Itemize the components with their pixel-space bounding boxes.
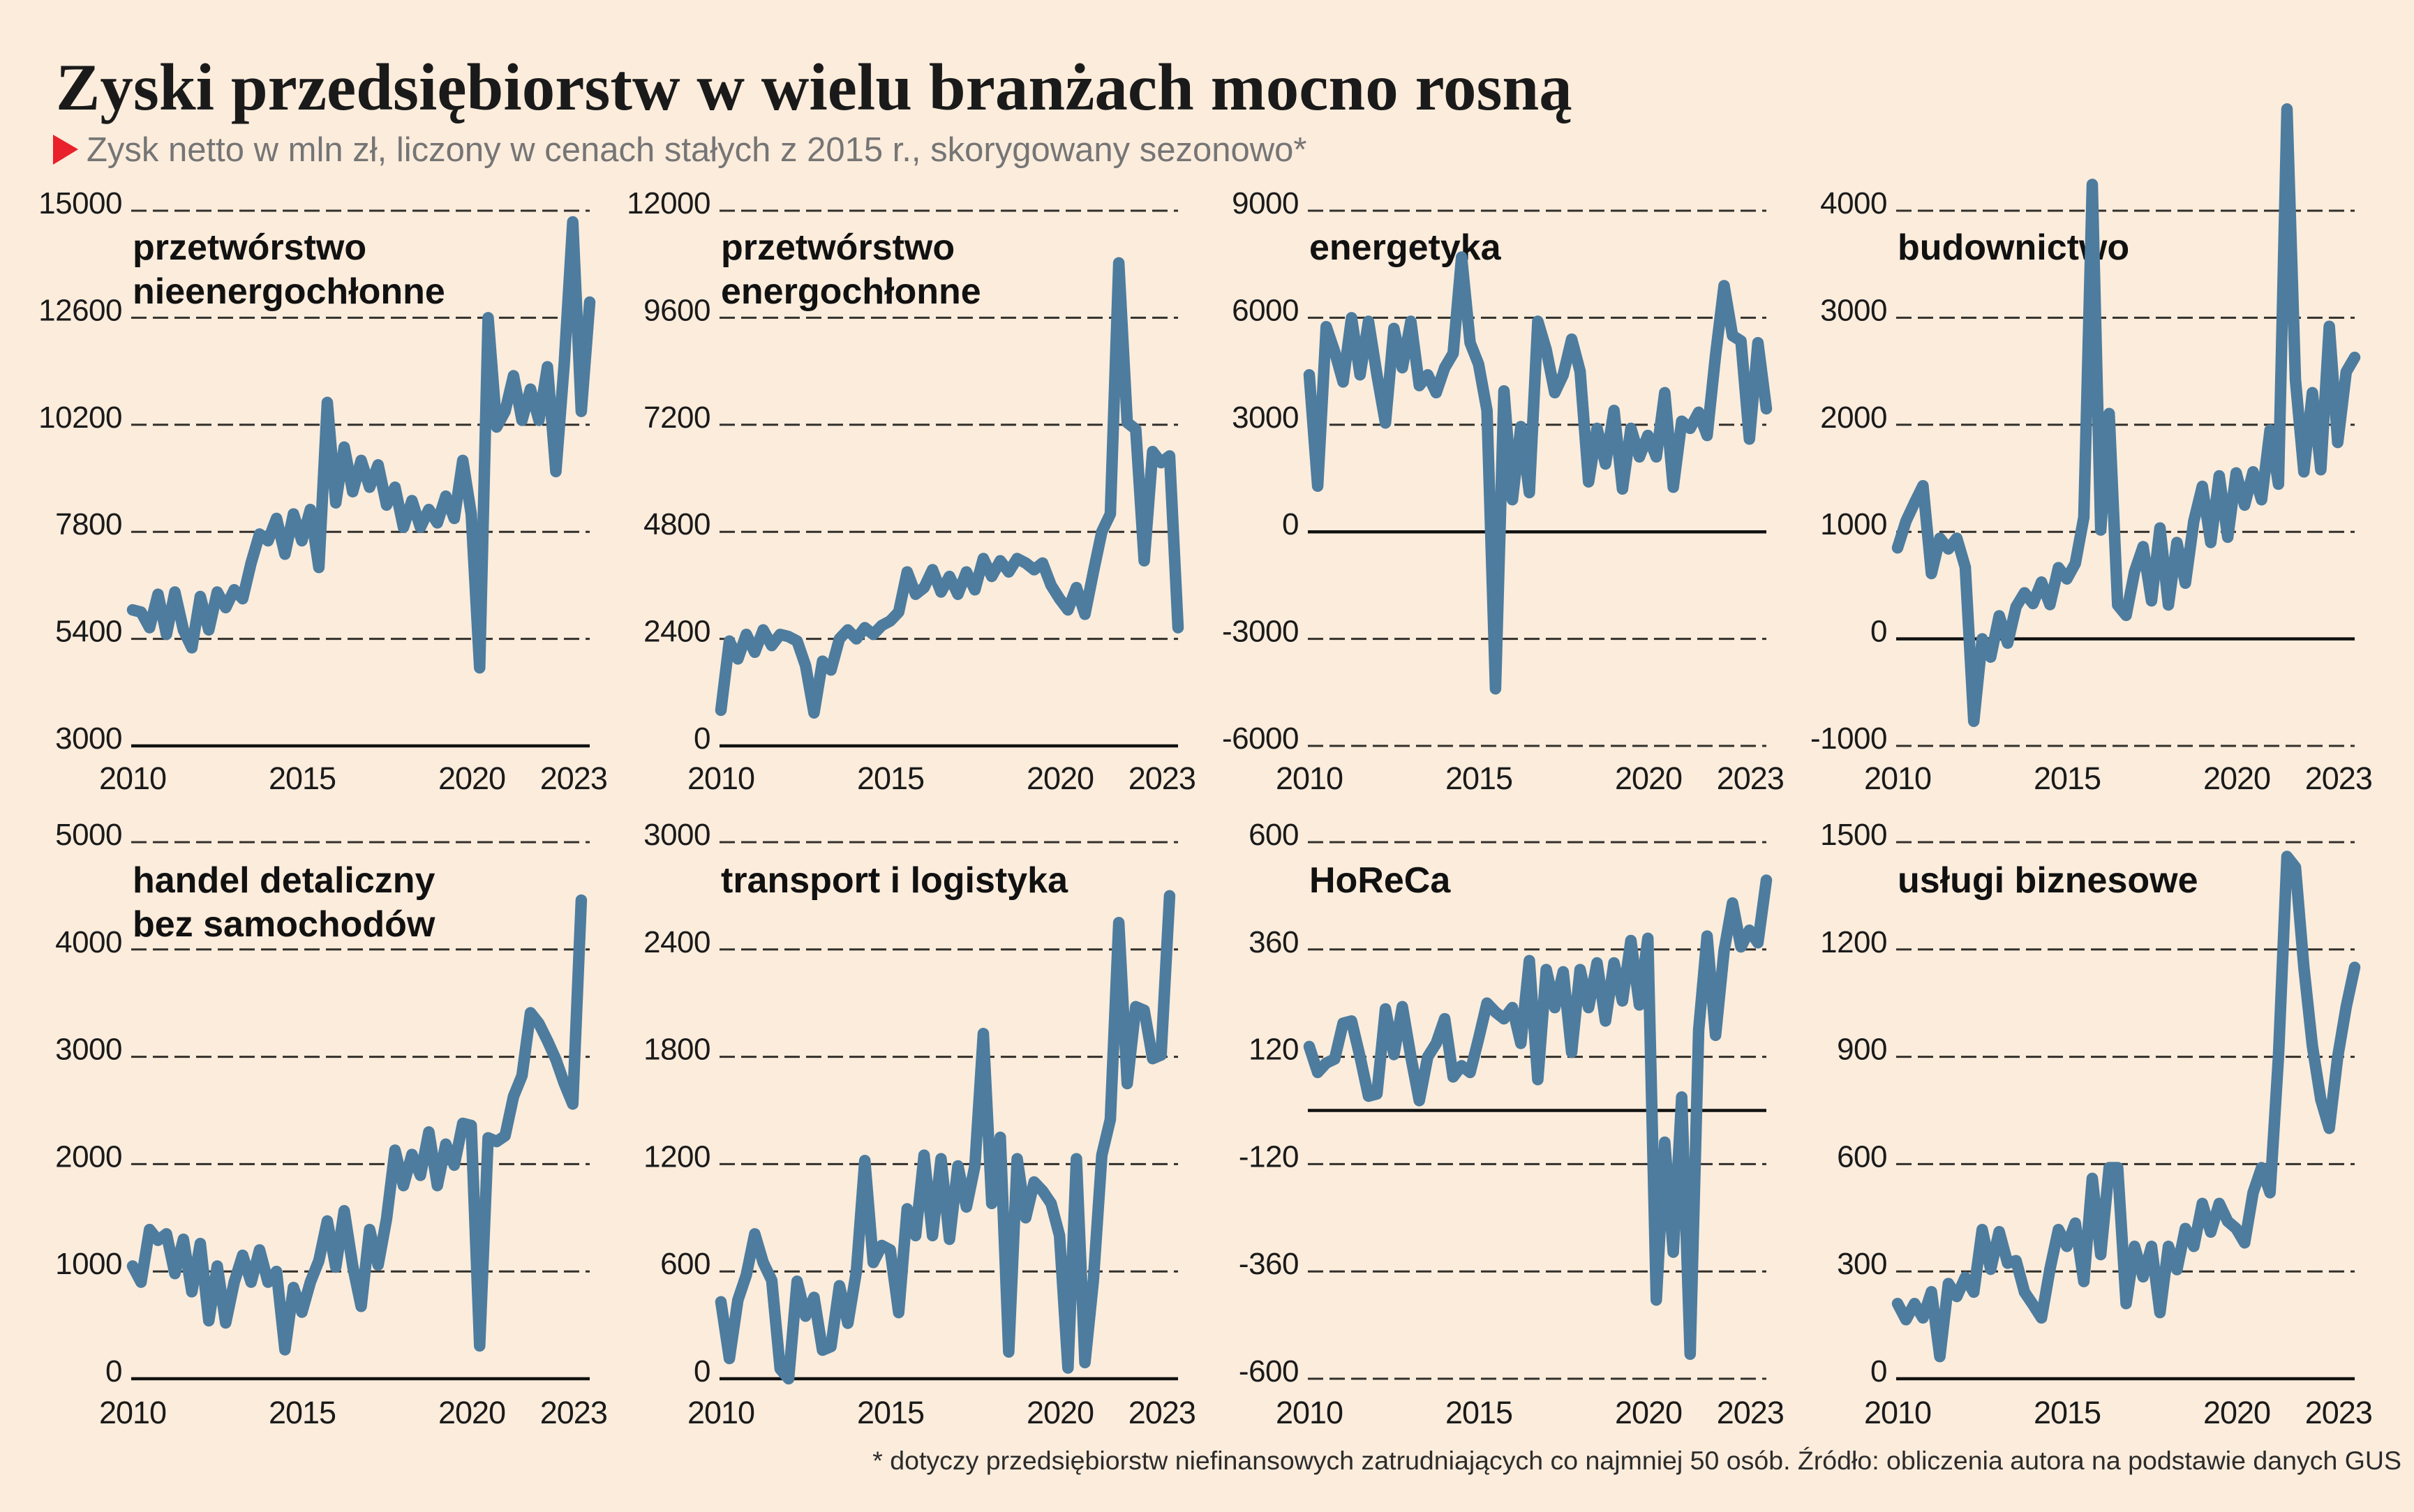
- svg-text:2020: 2020: [1615, 761, 1682, 796]
- svg-text:1000: 1000: [1820, 507, 1887, 541]
- svg-text:2020: 2020: [438, 1395, 505, 1430]
- svg-text:15000: 15000: [38, 186, 122, 220]
- svg-text:-3000: -3000: [1222, 615, 1299, 649]
- svg-text:2400: 2400: [643, 925, 710, 959]
- svg-text:2023: 2023: [1128, 1395, 1195, 1430]
- svg-text:5400: 5400: [55, 615, 122, 649]
- svg-text:2023: 2023: [1717, 761, 1784, 796]
- svg-text:2400: 2400: [643, 615, 710, 649]
- svg-text:2010: 2010: [99, 1395, 166, 1430]
- svg-text:-120: -120: [1239, 1139, 1299, 1174]
- svg-text:4000: 4000: [1820, 186, 1887, 220]
- svg-text:usługi biznesowe: usługi biznesowe: [1898, 860, 2198, 901]
- svg-text:3000: 3000: [55, 721, 122, 756]
- svg-text:1500: 1500: [1820, 818, 1887, 852]
- svg-text:3000: 3000: [1232, 401, 1299, 435]
- svg-text:3000: 3000: [643, 818, 710, 852]
- svg-text:-6000: -6000: [1222, 721, 1299, 756]
- svg-text:2000: 2000: [55, 1139, 122, 1174]
- svg-text:nieenergochłonne: nieenergochłonne: [133, 271, 445, 312]
- svg-text:2020: 2020: [1615, 1395, 1682, 1430]
- svg-text:Zysk netto w mln zł, liczony w: Zysk netto w mln zł, liczony w cenach st…: [87, 131, 1306, 169]
- svg-text:energetyka: energetyka: [1309, 227, 1502, 268]
- svg-text:2023: 2023: [540, 1395, 607, 1430]
- svg-text:2020: 2020: [2203, 761, 2270, 796]
- svg-text:2015: 2015: [269, 761, 336, 796]
- svg-text:2015: 2015: [1445, 761, 1512, 796]
- svg-text:600: 600: [660, 1247, 710, 1281]
- svg-text:0: 0: [1282, 507, 1299, 541]
- svg-text:2010: 2010: [687, 1395, 754, 1430]
- svg-text:-600: -600: [1239, 1354, 1299, 1389]
- svg-text:2010: 2010: [99, 761, 166, 796]
- svg-text:2023: 2023: [1717, 1395, 1784, 1430]
- svg-text:1200: 1200: [643, 1139, 710, 1174]
- svg-text:2010: 2010: [1864, 1395, 1931, 1430]
- svg-text:2015: 2015: [1445, 1395, 1512, 1430]
- svg-text:1000: 1000: [55, 1247, 122, 1281]
- svg-text:2015: 2015: [2034, 1395, 2101, 1430]
- svg-text:2010: 2010: [1864, 761, 1931, 796]
- svg-text:6000: 6000: [1232, 293, 1299, 327]
- svg-text:9000: 9000: [1232, 186, 1299, 220]
- svg-text:1800: 1800: [643, 1033, 710, 1067]
- svg-text:7200: 7200: [643, 401, 710, 435]
- svg-text:-1000: -1000: [1810, 721, 1887, 756]
- svg-text:handel detaliczny: handel detaliczny: [133, 860, 435, 901]
- svg-text:2015: 2015: [2034, 761, 2101, 796]
- svg-text:Zyski przedsiębiorstw w wielu: Zyski przedsiębiorstw w wielu branżach m…: [56, 50, 1572, 124]
- svg-text:9600: 9600: [643, 293, 710, 327]
- svg-text:3000: 3000: [1820, 293, 1887, 327]
- svg-text:HoReCa: HoReCa: [1309, 860, 1451, 901]
- svg-text:360: 360: [1249, 925, 1299, 959]
- svg-text:2010: 2010: [687, 761, 754, 796]
- svg-text:3000: 3000: [55, 1033, 122, 1067]
- svg-text:7800: 7800: [55, 507, 122, 541]
- svg-text:0: 0: [1870, 615, 1887, 649]
- svg-text:0: 0: [105, 1354, 122, 1389]
- svg-text:600: 600: [1837, 1139, 1887, 1174]
- svg-text:900: 900: [1837, 1033, 1887, 1067]
- svg-text:2015: 2015: [857, 761, 924, 796]
- svg-text:2023: 2023: [2305, 1395, 2372, 1430]
- svg-text:2020: 2020: [1027, 761, 1094, 796]
- svg-text:10200: 10200: [38, 401, 122, 435]
- svg-text:przetwórstwo: przetwórstwo: [133, 227, 366, 268]
- svg-text:2000: 2000: [1820, 401, 1887, 435]
- svg-text:2023: 2023: [1128, 761, 1195, 796]
- svg-text:2015: 2015: [269, 1395, 336, 1430]
- svg-text:600: 600: [1249, 818, 1299, 852]
- svg-text:przetwórstwo: przetwórstwo: [721, 227, 955, 268]
- svg-text:2020: 2020: [438, 761, 505, 796]
- svg-text:0: 0: [694, 721, 710, 756]
- svg-text:energochłonne: energochłonne: [721, 271, 981, 312]
- svg-text:2015: 2015: [857, 1395, 924, 1430]
- svg-text:2010: 2010: [1276, 761, 1343, 796]
- svg-text:-360: -360: [1239, 1247, 1299, 1281]
- svg-text:2023: 2023: [2305, 761, 2372, 796]
- svg-text:* dotyczy przedsiębiorstw nief: * dotyczy przedsiębiorstw niefinansowych…: [872, 1446, 2401, 1475]
- svg-text:5000: 5000: [55, 818, 122, 852]
- svg-text:300: 300: [1837, 1247, 1887, 1281]
- svg-text:2020: 2020: [2203, 1395, 2270, 1430]
- svg-text:1200: 1200: [1820, 925, 1887, 959]
- svg-text:2023: 2023: [540, 761, 607, 796]
- svg-text:2010: 2010: [1276, 1395, 1343, 1430]
- svg-text:12600: 12600: [38, 293, 122, 327]
- svg-text:transport i logistyka: transport i logistyka: [721, 860, 1068, 901]
- svg-text:0: 0: [694, 1354, 710, 1389]
- svg-text:bez samochodów: bez samochodów: [133, 904, 435, 945]
- svg-text:120: 120: [1249, 1033, 1299, 1067]
- svg-text:2020: 2020: [1027, 1395, 1094, 1430]
- svg-text:12000: 12000: [627, 186, 710, 220]
- svg-text:4800: 4800: [643, 507, 710, 541]
- svg-text:4000: 4000: [55, 925, 122, 959]
- svg-text:0: 0: [1870, 1354, 1887, 1389]
